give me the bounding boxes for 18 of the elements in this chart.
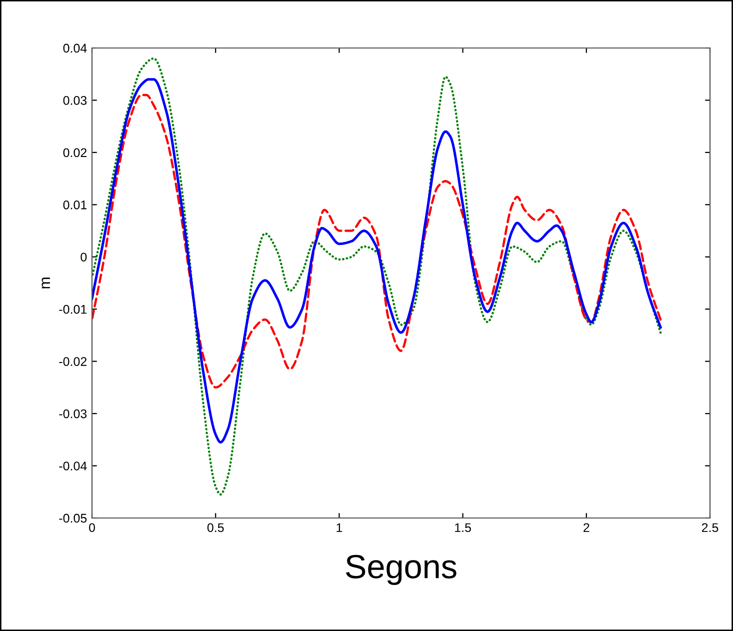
y-tick-label: 0.03 [63,96,87,105]
x-tick-label: 1.5 [455,523,471,532]
y-tick-label: 0.04 [63,44,87,53]
x-tick-label: 1 [336,523,342,532]
x-axis-title: Segons [346,554,456,586]
y-tick-label: -0.01 [59,304,87,314]
y-axis-title: m [42,278,50,288]
y-tick-label: 0.01 [63,200,87,210]
y-tick-label: -0.04 [59,462,87,470]
x-tick-label: 2.5 [702,523,718,532]
y-tick-label: -0.05 [59,514,87,523]
x-tick-label: 0 [89,523,95,532]
y-tick-label: -0.02 [59,357,87,366]
y-tick-label: -0.03 [59,409,87,418]
x-tick-label: 2 [584,523,590,532]
y-tick-label: 0 [80,252,87,262]
x-tick-label: 0.5 [207,523,224,532]
y-tick-label: 0.02 [63,148,87,158]
